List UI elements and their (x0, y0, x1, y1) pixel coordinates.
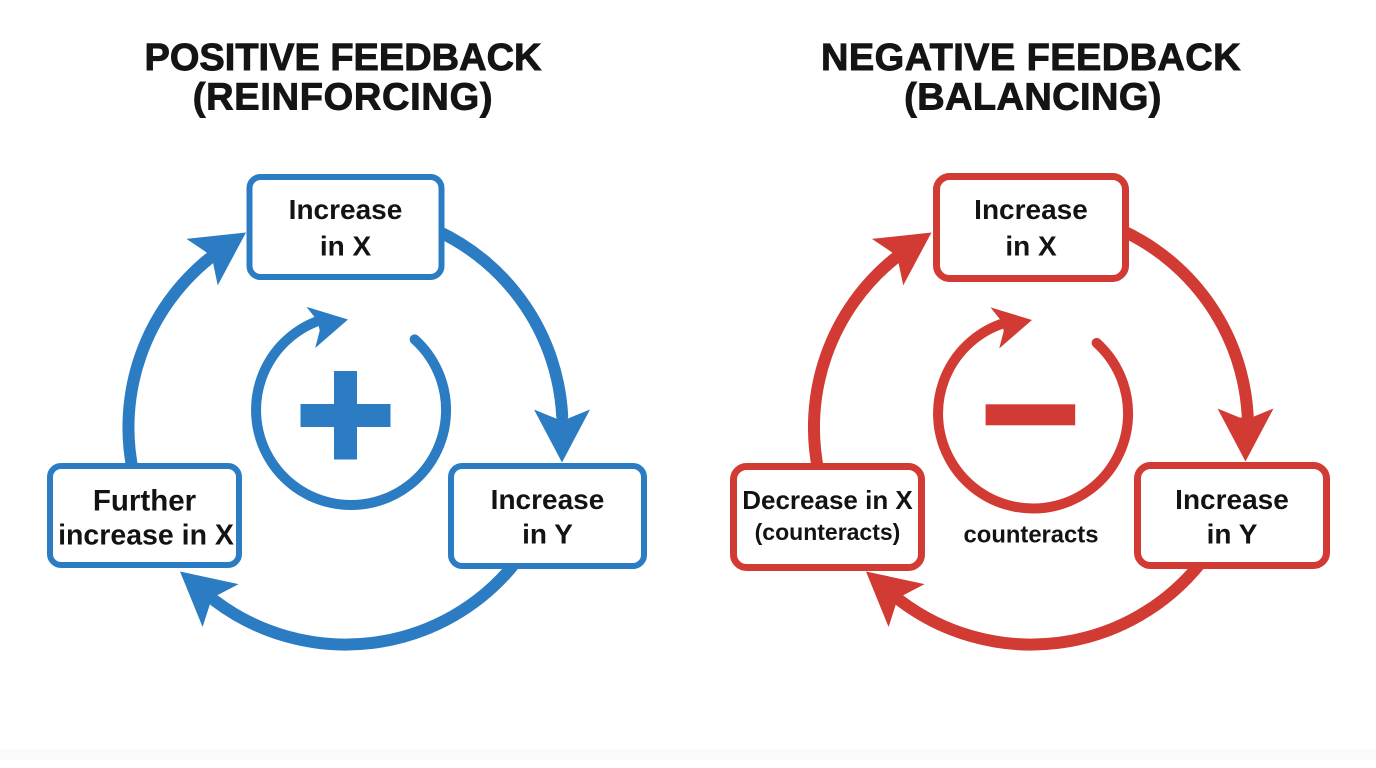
svg-text:Increase: Increase (289, 194, 403, 225)
svg-text:(BALANCING): (BALANCING) (904, 77, 1162, 119)
svg-text:POSITIVE FEEDBACK: POSITIVE FEEDBACK (145, 37, 542, 79)
svg-text:in Y: in Y (522, 519, 573, 550)
svg-text:increase in X: increase in X (58, 520, 234, 552)
svg-text:Decrease in X: Decrease in X (742, 485, 913, 515)
svg-text:Increase: Increase (491, 484, 605, 515)
svg-text:Increase: Increase (974, 194, 1088, 225)
svg-text:(counteracts): (counteracts) (755, 519, 901, 545)
svg-text:(REINFORCING): (REINFORCING) (193, 77, 493, 119)
svg-text:Further: Further (93, 484, 197, 517)
svg-text:counteracts: counteracts (964, 522, 1099, 549)
svg-text:in Y: in Y (1207, 519, 1258, 550)
svg-text:in X: in X (1005, 231, 1057, 262)
svg-text:in X: in X (320, 231, 372, 262)
svg-text:Increase: Increase (1175, 484, 1289, 515)
svg-text:NEGATIVE FEEDBACK: NEGATIVE FEEDBACK (821, 37, 1241, 79)
